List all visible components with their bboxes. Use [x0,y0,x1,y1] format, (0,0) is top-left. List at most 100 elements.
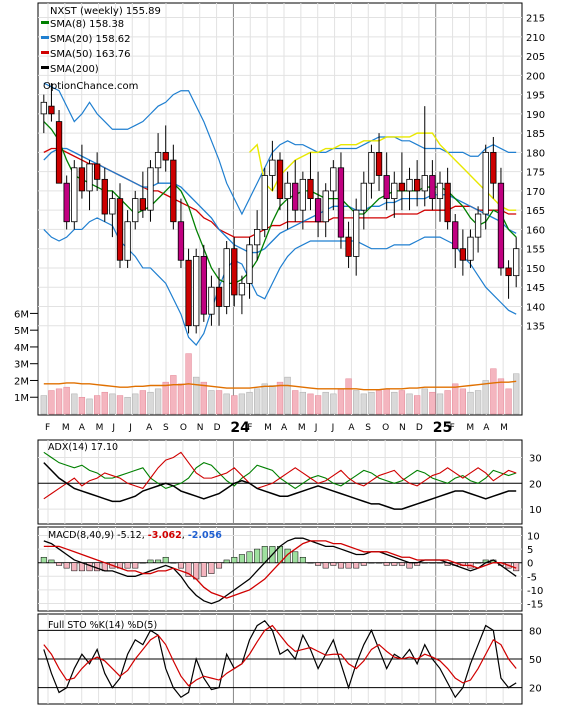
candle-body [177,221,185,261]
volume-bar [109,393,116,415]
macd-histogram-bar [48,559,55,563]
macd-histogram-bar [299,556,306,563]
volume-bar [292,390,299,415]
adx-panel-frame [37,439,523,525]
volume-bar [116,395,124,415]
macd-histogram-bar [170,562,177,564]
macd-histogram-bar [216,562,223,569]
candle-body [474,213,482,238]
volume-bar [444,390,451,415]
volume-bar [63,386,70,415]
candle-body [383,175,390,200]
volume-bar [299,391,307,415]
volume-bar [330,393,337,415]
volume-bar [231,395,238,415]
macd-hist-value: -2.056 [188,530,222,541]
macd-histogram-bar [177,562,184,569]
x-tick-label: D [416,423,423,433]
macd-signal-line [43,540,517,599]
price-tick-label: 205 [526,52,545,63]
adx-line [43,462,517,510]
candle-body [193,255,200,327]
volume-tick-label: 6M [14,309,29,320]
macd-histogram-bar [71,562,78,572]
macd-histogram-bar [185,562,192,577]
volume-bar [40,395,47,415]
volume-bar [284,376,291,415]
x-tick-label: S [163,423,169,433]
volume-bar [124,396,131,415]
volume-bar [261,383,268,415]
legend-label-sma20: SMA(20) 158.62 [50,34,131,45]
volume-bar [307,393,314,415]
macd-tick-label: -15 [527,600,543,611]
candle-body [55,121,63,184]
candle-body [497,182,505,269]
adx-tick-label: 30 [529,453,542,464]
volume-bar [238,393,246,415]
macd-histogram-bar [406,562,413,569]
candle-body [345,236,352,257]
volume-bar [55,388,63,415]
candle-body [154,151,162,169]
volume-bar [71,393,78,415]
candle-body [101,178,108,215]
price-tick-label: 185 [526,129,545,140]
volume-bar [170,375,177,415]
x-tick-label: M [96,423,104,433]
candle-body [223,248,230,307]
x-tick-label: J [314,423,318,433]
macd-tick-label: 0 [527,559,533,570]
volume-bar [193,376,200,415]
volume-tick-label: 3M [14,360,29,371]
x-tick-label: S [365,423,371,433]
candle-body [360,182,367,211]
candle-body [231,248,238,296]
legend-swatch-sma50 [41,51,49,54]
candle-body [139,198,147,211]
volume-bar [223,393,230,415]
macd-tick-label: 10 [527,531,540,542]
price-tick-label: 145 [526,283,545,294]
candle-body [436,182,444,200]
legend-label-sma200: SMA(200) [50,64,99,75]
macd-histogram-bar [40,556,47,563]
price-legend: NXST (weekly) 155.89 SMA(8) 158.38 SMA(2… [41,6,161,92]
candle-body [513,248,520,277]
adx-tick-label: 10 [529,505,542,516]
volume-bar [482,380,489,415]
volume-bar [474,390,482,415]
volume-bar [459,388,467,415]
volume-average-line [43,380,517,391]
macd-histogram-bar [337,562,344,569]
candle-body [330,167,337,192]
price-tick-label: 210 [526,33,545,44]
volume-bar [413,395,421,415]
candle-body [398,182,406,192]
volume-bar [208,390,215,415]
x-tick-label: N [399,423,406,433]
macd-histogram-bar [475,562,482,564]
candle-body [94,163,101,180]
price-tick-label: 140 [526,302,545,313]
volume-bar [132,393,139,415]
x-tick-label: A [281,423,288,433]
x-tick-label: O [180,423,187,433]
volume-bar [314,395,322,415]
x-tick-label: M [62,423,70,433]
volume-layer [40,353,520,415]
adx-tick-label: 20 [529,479,542,490]
candle-body [421,175,428,192]
x-tick-label: O [382,423,389,433]
candle-body [413,178,421,192]
x-tick-label: 25 [433,420,452,436]
x-tick-label: A [483,423,490,433]
macd-histogram-bar [246,551,253,563]
volume-bar [368,391,375,415]
candle-body [337,167,345,238]
volume-bar [391,391,398,415]
volume-tick-label: 2M [14,376,29,387]
candle-body [368,151,375,184]
sto-tick-label: 80 [529,626,542,637]
